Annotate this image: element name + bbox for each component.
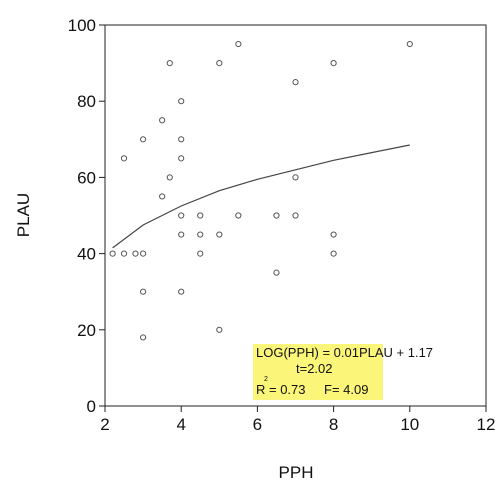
- data-point: [109, 250, 116, 257]
- annotation-equation: LOG(PPH) = 0.01PLAU + 1.17: [256, 345, 433, 360]
- data-point: [132, 250, 139, 257]
- data-point: [330, 250, 337, 257]
- x-tick-label: 12: [477, 415, 496, 434]
- data-point: [178, 155, 185, 162]
- plot-frame: [104, 24, 487, 407]
- annotation-superscript: 2: [264, 376, 268, 383]
- data-point: [235, 40, 242, 48]
- data-point: [235, 212, 242, 219]
- data-point: [406, 40, 413, 48]
- data-point: [166, 174, 173, 181]
- data-point: [159, 117, 166, 124]
- y-tick-label: 60: [77, 168, 96, 187]
- data-point: [330, 60, 337, 67]
- data-point: [197, 231, 204, 238]
- x-tick-label: 4: [176, 415, 185, 434]
- data-point: [197, 212, 204, 219]
- data-points: [109, 40, 413, 341]
- fit-curve: [112, 144, 410, 249]
- regression-annotation: LOG(PPH) = 0.01PLAU + 1.17 t=2.02 2 R = …: [253, 344, 433, 400]
- data-point: [140, 288, 147, 295]
- x-tick-label: 6: [253, 415, 262, 434]
- data-point: [140, 250, 147, 257]
- x-tick-label: 2: [100, 415, 109, 434]
- data-point: [292, 174, 299, 181]
- data-point: [120, 155, 128, 162]
- annotation-box: [253, 344, 383, 400]
- annotation-f-stat: F= 4.09: [324, 382, 368, 397]
- y-tick-label: 80: [77, 92, 96, 111]
- data-point: [159, 193, 166, 200]
- data-point: [140, 136, 147, 143]
- y-tick-label: 0: [87, 397, 96, 416]
- annotation-r-value: R = 0.73: [256, 382, 306, 397]
- data-point: [178, 212, 185, 219]
- fit-curve-group: [112, 144, 410, 249]
- data-point: [140, 334, 147, 341]
- x-axis-title: PPH: [279, 463, 314, 482]
- y-axis-title: PLAU: [14, 193, 33, 237]
- data-point: [273, 212, 280, 219]
- y-tick-label: 20: [77, 321, 96, 340]
- data-point: [120, 250, 128, 257]
- data-point: [178, 136, 185, 143]
- data-point: [216, 326, 223, 333]
- data-point: [273, 269, 280, 276]
- data-point: [330, 231, 337, 238]
- x-tick-label: 10: [400, 415, 419, 434]
- data-point: [178, 98, 185, 105]
- data-point: [216, 60, 223, 67]
- y-tick-label: 100: [68, 16, 96, 35]
- data-point: [292, 79, 299, 86]
- data-point: [216, 231, 223, 238]
- annotation-t-stat: t=2.02: [296, 361, 333, 376]
- data-point: [178, 288, 185, 295]
- data-point: [197, 250, 204, 257]
- x-tick-label: 8: [329, 415, 338, 434]
- data-point: [166, 60, 173, 67]
- y-tick-label: 40: [77, 245, 96, 264]
- data-point: [178, 231, 185, 238]
- axis-ticks: 2 4 6 8 10 12 0 20 40 60 80 100: [68, 16, 496, 434]
- data-point: [292, 212, 299, 219]
